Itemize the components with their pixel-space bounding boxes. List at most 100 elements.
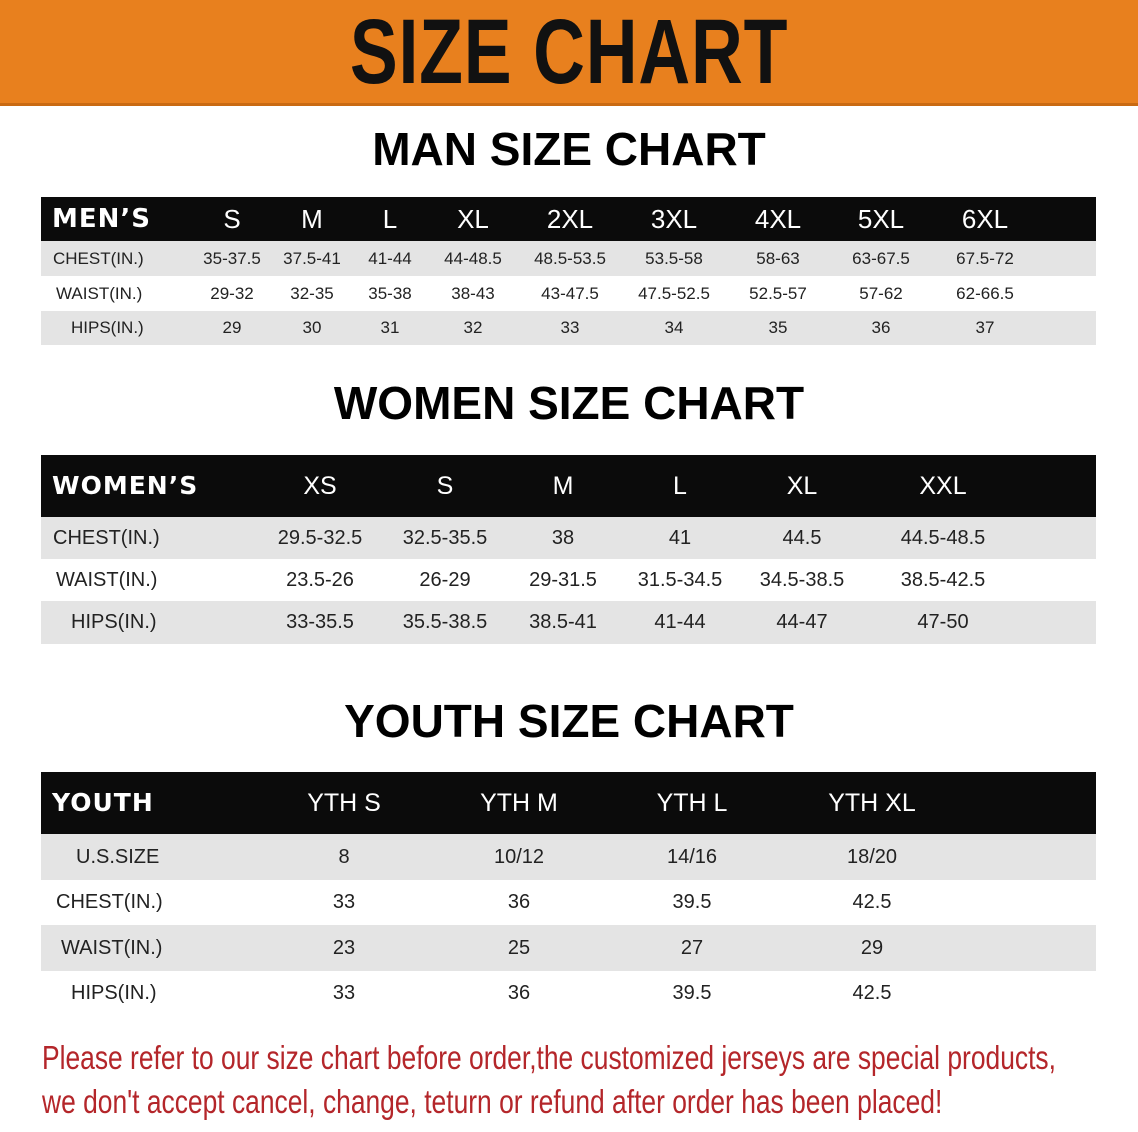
women-title: WOMEN SIZE CHART	[333, 377, 805, 429]
table-cell: 34.5-38.5	[759, 569, 845, 591]
table-cell: 29	[860, 937, 884, 959]
table-cell: 27	[680, 937, 704, 959]
youth-title: YOUTH SIZE CHART	[344, 695, 794, 747]
table-cell: 29-32	[210, 284, 254, 303]
table-cell: 38-43	[451, 284, 495, 303]
table-cell: 38.5-42.5	[900, 569, 986, 591]
size-header: M	[301, 204, 323, 234]
row-label: WAIST(IN.)	[56, 569, 158, 591]
table-row: WAIST(IN.) 23 25 27 29	[41, 925, 1096, 971]
table-cell: 35.5-38.5	[402, 611, 488, 633]
table-row: U.S.SIZE 8 10/12 14/16 18/20	[41, 834, 1096, 880]
notice-line-2: we don't accept cancel, change, teturn o…	[42, 1083, 943, 1120]
row-label: WAIST(IN.)	[61, 937, 163, 959]
table-cell: 42.5	[852, 891, 892, 913]
table-cell: 32.5-35.5	[402, 527, 488, 549]
size-header: YTH M	[480, 789, 558, 817]
row-label: CHEST(IN.)	[53, 249, 144, 268]
size-header: L	[382, 204, 398, 234]
size-header: 2XL	[546, 204, 594, 234]
table-cell: 42.5	[852, 982, 892, 1004]
table-cell: 30	[302, 318, 322, 337]
banner-title: SIZE CHART	[349, 1, 789, 103]
table-title: WOMEN’S	[52, 471, 199, 500]
table-cell: 43-47.5	[541, 284, 599, 303]
table-row: WAIST(IN.) 29-32 32-35 35-38 38-43 43-47.5 47.…	[41, 276, 1096, 311]
notice-line-1: Please refer to our size chart before or…	[42, 1039, 1056, 1076]
table-cell: 33	[560, 318, 580, 337]
table-cell: 44.5-48.5	[900, 527, 986, 549]
row-label: HIPS(IN.)	[71, 318, 144, 337]
size-header: YTH S	[307, 789, 381, 817]
table-cell: 32-35	[290, 284, 334, 303]
row-label: CHEST(IN.)	[56, 891, 163, 913]
size-header: XS	[303, 472, 337, 500]
table-row: WAIST(IN.) 23.5-26 26-29 29-31.5 31.5-34.5 34…	[41, 559, 1096, 601]
row-label: HIPS(IN.)	[71, 611, 157, 633]
table-cell: 44-48.5	[444, 249, 502, 268]
table-cell: 8	[338, 846, 350, 868]
table-title: MEN’S	[52, 204, 151, 234]
table-cell: 29.5-32.5	[277, 527, 363, 549]
table-cell: 26-29	[419, 569, 471, 591]
size-header: 3XL	[650, 204, 698, 234]
table-cell: 58-63	[756, 249, 800, 268]
table-cell: 38.5-41	[529, 611, 597, 633]
table-cell: 35-37.5	[203, 249, 261, 268]
table-cell: 39.5	[672, 982, 712, 1004]
table-cell: 38	[551, 527, 575, 549]
size-header: XL	[457, 204, 489, 234]
table-cell: 47-50	[917, 611, 969, 633]
table-cell: 47.5-52.5	[638, 284, 710, 303]
row-label: U.S.SIZE	[76, 846, 160, 868]
table-cell: 35	[768, 318, 788, 337]
women-size-table: WOMEN’S XS S M L XL XXL CHEST(IN.) 29.5-32.5 32.5…	[41, 455, 1096, 644]
table-cell: 39.5	[672, 891, 712, 913]
table-row: HIPS(IN.) 33-35.5 35.5-38.5 38.5-41 41-44 44-…	[41, 601, 1096, 644]
table-cell: 41-44	[654, 611, 706, 633]
table-cell: 53.5-58	[645, 249, 703, 268]
table-cell: 25	[507, 937, 531, 959]
table-cell: 48.5-53.5	[534, 249, 606, 268]
table-cell: 67.5-72	[956, 249, 1014, 268]
youth-size-table: YOUTH YTH S YTH M YTH L YTH XL U.S.SIZE 8 10/12…	[41, 772, 1096, 1016]
youth-header-row: YOUTH YTH S YTH M YTH L YTH XL	[41, 772, 1096, 834]
men-title: MAN SIZE CHART	[372, 123, 766, 175]
size-header: 4XL	[754, 204, 802, 234]
table-cell: 36	[871, 318, 891, 337]
table-title: YOUTH	[52, 788, 154, 817]
table-cell: 33-35.5	[286, 611, 354, 633]
table-cell: 33	[332, 891, 356, 913]
table-row: CHEST(IN.) 33 36 39.5 42.5	[41, 880, 1096, 925]
table-cell: 10/12	[493, 846, 545, 868]
table-row: CHEST(IN.) 29.5-32.5 32.5-35.5 38 41 44.5 44.5…	[41, 517, 1096, 559]
size-header: YTH XL	[828, 789, 916, 817]
men-size-table: MEN’S S M L XL 2XL 3XL 4XL 5XL 6XL CHEST(IN.) 35-37…	[41, 197, 1096, 345]
table-cell: 37	[975, 318, 995, 337]
table-cell: 41	[668, 527, 692, 549]
table-cell: 18/20	[846, 846, 898, 868]
table-cell: 23	[332, 937, 356, 959]
table-cell: 33	[332, 982, 356, 1004]
size-header: 6XL	[961, 204, 1009, 234]
table-row: CHEST(IN.) 35-37.5 37.5-41 41-44 44-48.5 48.5…	[41, 241, 1096, 276]
size-header: XL	[786, 472, 818, 500]
table-cell: 62-66.5	[956, 284, 1014, 303]
size-header: 5XL	[857, 204, 905, 234]
row-label: CHEST(IN.)	[53, 527, 160, 549]
table-cell: 63-67.5	[852, 249, 910, 268]
size-header: XXL	[919, 472, 967, 500]
table-row: HIPS(IN.) 29 30 31 32 33 34 35 36 37	[41, 311, 1096, 345]
women-header-row: WOMEN’S XS S M L XL XXL	[41, 455, 1096, 517]
table-cell: 36	[507, 982, 531, 1004]
table-cell: 29	[222, 318, 242, 337]
table-cell: 32	[463, 318, 483, 337]
row-label: HIPS(IN.)	[71, 982, 157, 1004]
size-header: S	[436, 472, 454, 500]
table-cell: 44-47	[776, 611, 828, 633]
table-cell: 14/16	[666, 846, 718, 868]
table-cell: 36	[507, 891, 531, 913]
table-cell: 37.5-41	[283, 249, 341, 268]
banner: SIZE CHART	[0, 0, 1138, 106]
table-cell: 34	[664, 318, 684, 337]
